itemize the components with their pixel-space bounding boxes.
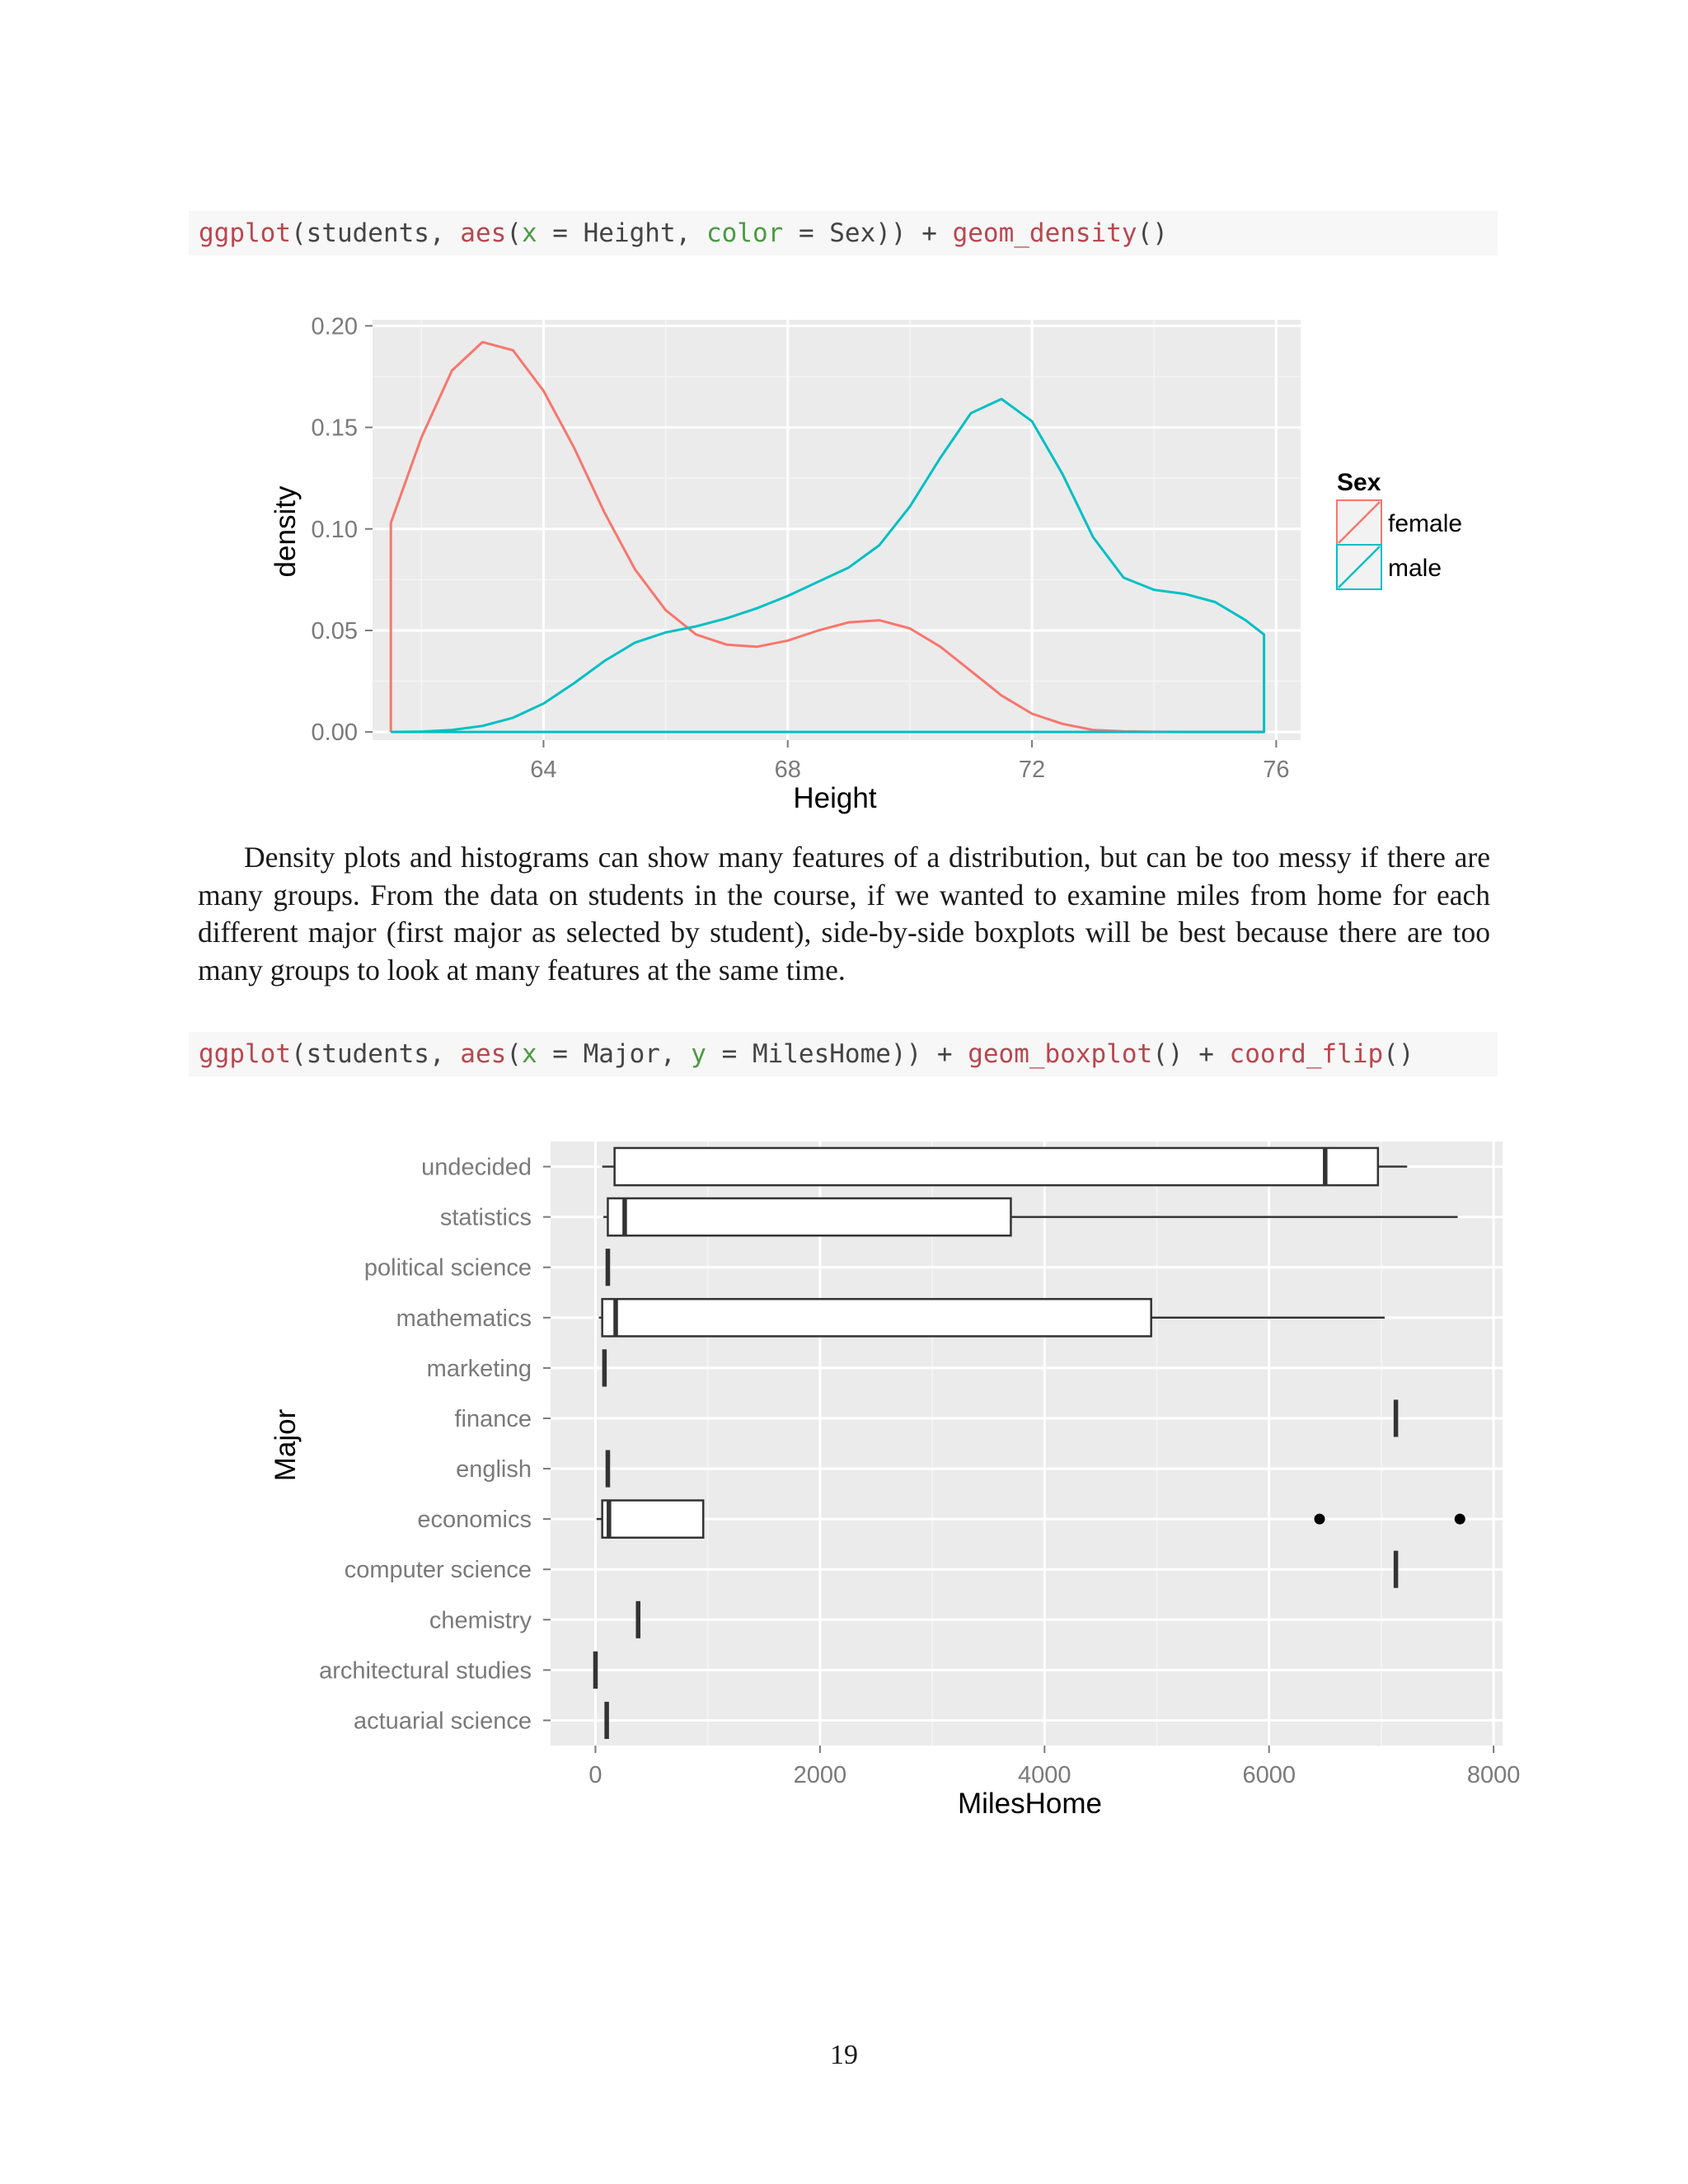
legend-label-male: male: [1388, 555, 1442, 582]
code2-token: = MilesHome)) +: [706, 1039, 968, 1069]
x-tick-label: 6000: [1242, 1762, 1296, 1788]
category-label: computer science: [345, 1557, 532, 1583]
category-label: undecided: [421, 1155, 532, 1181]
y-tick-label: 0.20: [312, 313, 358, 340]
category-label: political science: [364, 1255, 532, 1282]
legend-key-line: [1338, 501, 1381, 544]
x-tick-label: 68: [775, 757, 801, 783]
box-statistics: [603, 1197, 1458, 1237]
box-mathematics: [598, 1297, 1385, 1338]
code1-token: ggplot: [199, 218, 291, 248]
category-label: economics: [417, 1507, 532, 1533]
density-line-female: [389, 340, 1264, 733]
x-tick-label: 72: [1019, 757, 1045, 783]
code2-token: () +: [1152, 1039, 1230, 1069]
density-line-male: [391, 397, 1266, 733]
code1-token: (students,: [290, 218, 461, 248]
legend-label-female: female: [1388, 510, 1462, 537]
y-axis-title: Major: [270, 1408, 302, 1481]
code1-token: = Height,: [537, 218, 706, 248]
legend-title: Sex: [1337, 469, 1381, 496]
category-label: mathematics: [396, 1305, 532, 1332]
y-tick-label: 0.15: [312, 415, 358, 442]
code2-token: = Major,: [537, 1039, 692, 1069]
category-label: statistics: [440, 1205, 532, 1231]
legend-key-line: [1338, 546, 1381, 588]
code1-token: aes: [460, 218, 507, 248]
code1-token: (: [506, 218, 522, 248]
y-tick-label: 0.10: [312, 517, 358, 543]
code1-token: geom_density: [952, 218, 1137, 248]
box-iqr: [607, 1197, 1012, 1237]
x-tick-label: 4000: [1018, 1762, 1071, 1788]
code2-token: aes: [460, 1039, 507, 1069]
y-tick-label: 0.00: [312, 719, 358, 746]
code2-token: x: [521, 1039, 537, 1069]
y-tick-label: 0.05: [312, 618, 358, 644]
outlier-point: [1314, 1513, 1325, 1525]
code2-token: coord_flip: [1229, 1039, 1384, 1069]
body-paragraph: Density plots and histograms can show ma…: [198, 841, 1490, 987]
code2-token: y: [691, 1039, 706, 1069]
code1-token: (): [1137, 218, 1168, 248]
category-label: english: [456, 1456, 532, 1483]
code2-token: (: [506, 1039, 522, 1069]
code-block-boxplot: ggplot(students, aes(x = Major, y = Mile…: [189, 1032, 1498, 1076]
code1-token: = Sex)) +: [783, 218, 953, 248]
x-axis-title: MilesHome: [958, 1788, 1102, 1820]
x-tick-label: 2000: [794, 1762, 847, 1788]
code1-token: x: [521, 218, 537, 248]
category-label: actuarial science: [354, 1708, 532, 1734]
code2-token: geom_boxplot: [968, 1039, 1153, 1069]
code2-token: (): [1383, 1039, 1414, 1069]
boxplot-panel: [551, 1141, 1503, 1746]
box-iqr: [613, 1146, 1380, 1187]
code1-token: color: [706, 218, 784, 248]
x-tick-label: 0: [588, 1762, 602, 1788]
box-undecided: [602, 1146, 1408, 1187]
density-chart: 64 68 72 76 0.00 0.05 0.10 0.15 0.20 Height densit…: [270, 313, 1462, 814]
category-label: chemistry: [429, 1607, 532, 1633]
x-tick-label: 76: [1263, 757, 1289, 783]
box-economics: [596, 1499, 1465, 1539]
y-axis-title: density: [270, 485, 302, 577]
x-tick-label: 64: [530, 757, 556, 783]
page-number: 19: [830, 2040, 858, 2070]
category-label: architectural studies: [319, 1657, 532, 1684]
code-block-density: ggplot(students, aes(x = Height, color =…: [189, 211, 1498, 255]
x-axis-title: Height: [793, 782, 876, 814]
x-tick-label: 8000: [1467, 1762, 1521, 1788]
category-label: marketing: [427, 1356, 532, 1382]
box-iqr: [601, 1499, 705, 1539]
code2-token: ggplot: [199, 1039, 291, 1069]
outlier-point: [1454, 1513, 1465, 1525]
box-iqr: [601, 1297, 1152, 1338]
code2-token: (students,: [290, 1039, 461, 1069]
category-label: finance: [454, 1406, 532, 1432]
